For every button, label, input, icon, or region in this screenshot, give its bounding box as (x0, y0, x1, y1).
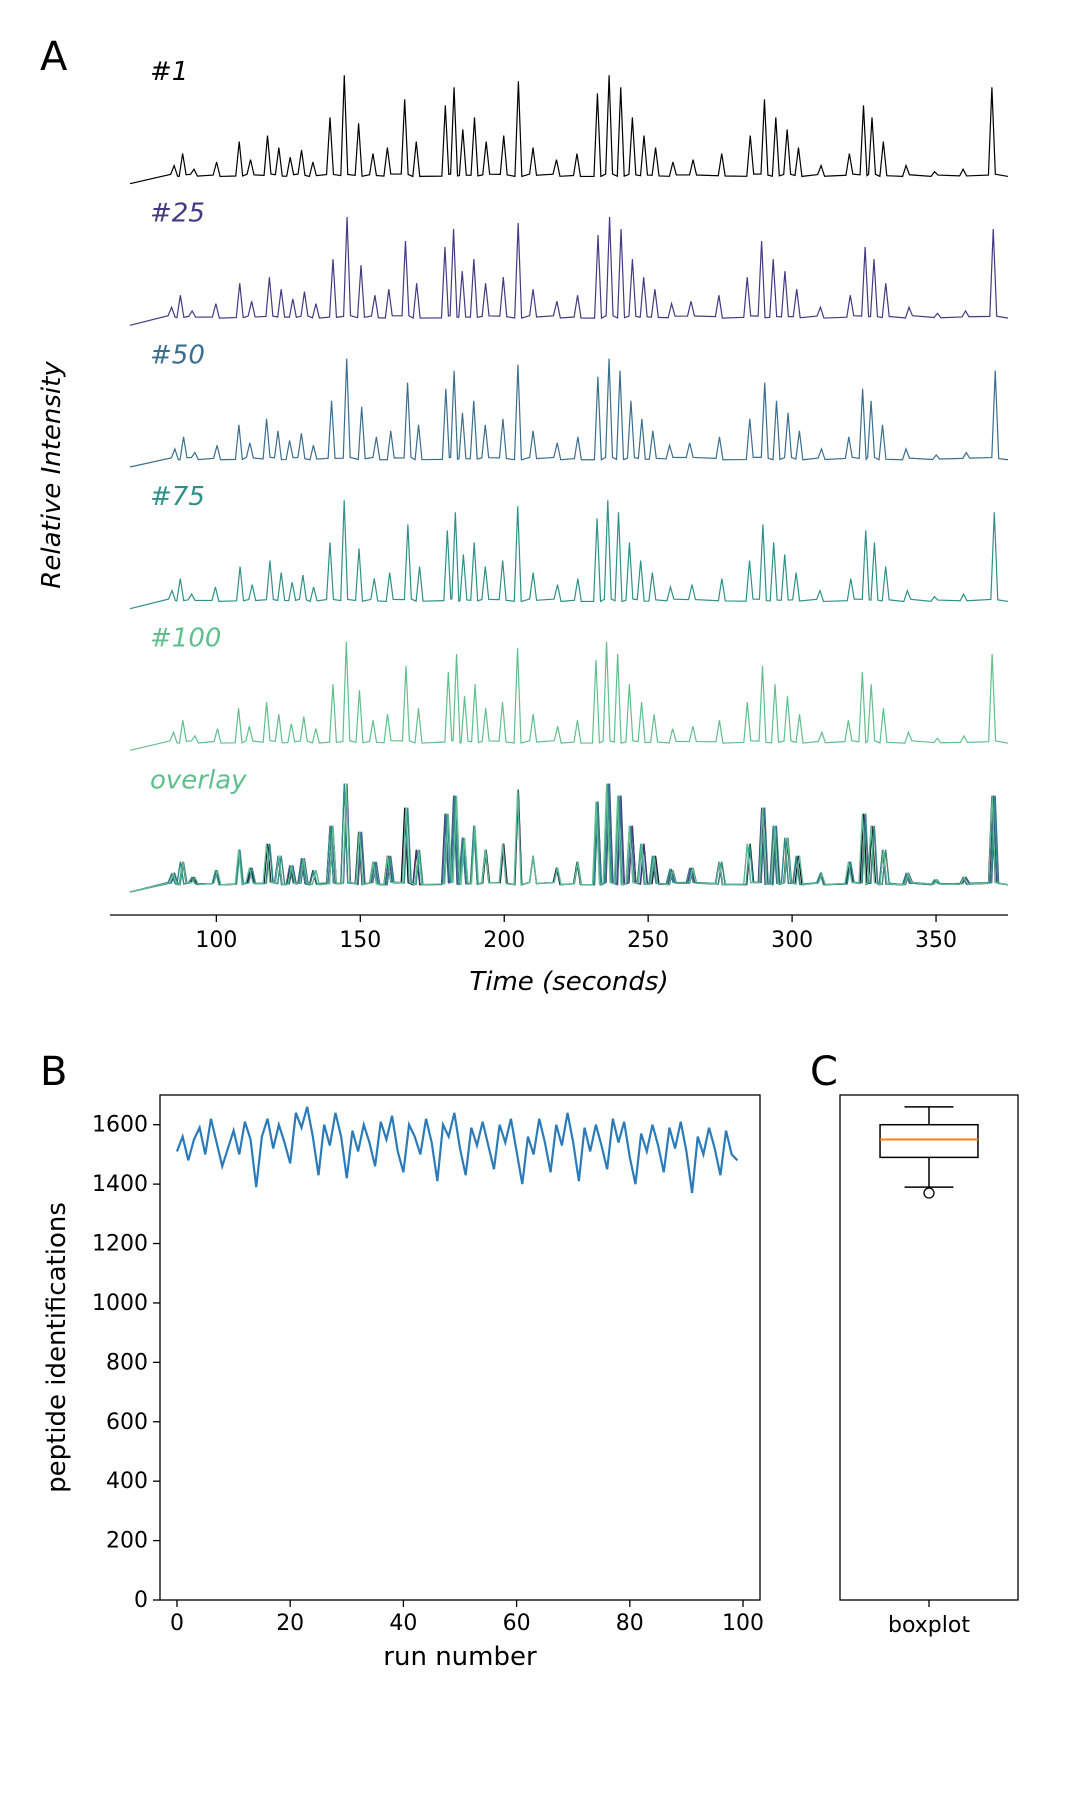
chrom-trace-overlay-3 (130, 784, 1008, 892)
panel-c-x-label: boxplot (888, 1613, 970, 1638)
figure-svg: A#1#25#50#75#100overlay10015020025030035… (20, 20, 1048, 1770)
panel-b-xtick-label-4: 80 (616, 1611, 644, 1636)
panel-b-line (177, 1107, 737, 1193)
panel-b-y-label: peptide identifications (42, 1202, 72, 1493)
boxplot-box (880, 1125, 978, 1158)
panel-b-xtick-label-0: 0 (170, 1611, 184, 1636)
series-label-4: #100 (150, 624, 221, 654)
panel-b-xtick-label-2: 40 (389, 1611, 417, 1636)
chrom-trace-1 (130, 217, 1008, 325)
panel-a-xtick-label-5: 350 (915, 928, 957, 953)
panel-a-xtick-label-0: 100 (195, 928, 237, 953)
panel-b-frame (160, 1095, 760, 1600)
panel-b-ytick-label-5: 1000 (92, 1291, 148, 1316)
panel-b-letter: B (40, 1049, 67, 1095)
panel-b-xtick-label-3: 60 (503, 1611, 531, 1636)
panel-b-ytick-label-8: 1600 (92, 1113, 148, 1138)
series-label-5: overlay (150, 765, 247, 795)
series-label-3: #75 (150, 482, 205, 512)
panel-b-ytick-label-0: 0 (134, 1588, 148, 1613)
boxplot-outlier-0 (924, 1188, 934, 1198)
series-label-1: #25 (150, 199, 205, 229)
chrom-trace-overlay-0 (130, 784, 1008, 892)
chrom-trace-3 (130, 500, 1008, 608)
chrom-trace-overlay-4 (130, 784, 1008, 892)
panel-c-letter: C (810, 1049, 838, 1095)
panel-a-xtick-label-4: 300 (771, 928, 813, 953)
series-label-2: #50 (150, 340, 205, 370)
chrom-trace-2 (130, 359, 1008, 467)
panel-b-ytick-label-1: 200 (106, 1529, 148, 1554)
panel-b-xtick-label-5: 100 (722, 1611, 764, 1636)
panel-b-ytick-label-3: 600 (106, 1410, 148, 1435)
chrom-trace-overlay-2 (130, 784, 1008, 892)
chrom-trace-4 (130, 642, 1008, 750)
panel-b: B020406080100020040060080010001200140016… (40, 1049, 764, 1672)
chrom-trace-0 (130, 75, 1008, 183)
panel-b-ytick-label-6: 1200 (92, 1232, 148, 1257)
panel-b-ytick-label-4: 800 (106, 1350, 148, 1375)
panel-c: Cboxplot (810, 1049, 1018, 1638)
panel-b-ytick-label-7: 1400 (92, 1172, 148, 1197)
panel-a: A #1 #25 #50 #75 #100 overlay 100 150 200 250 300 35… (37, 34, 1008, 997)
chrom-trace-overlay-1 (130, 784, 1008, 892)
panel-a-y-label: Relative Intensity (37, 361, 67, 589)
panel-a-x-label: Time (seconds) (469, 967, 668, 997)
panel-b-ytick-label-2: 400 (106, 1469, 148, 1494)
series-label-0: #1 (150, 57, 188, 87)
panel-a-xtick-label-2: 200 (483, 928, 525, 953)
panel-b-xtick-label-1: 20 (276, 1611, 304, 1636)
panel-a-xtick-label-1: 150 (339, 928, 381, 953)
panel-b-x-label: run number (383, 1642, 537, 1672)
panel-a-xtick-label-3: 250 (627, 928, 669, 953)
panel-a-letter: A (40, 34, 68, 80)
